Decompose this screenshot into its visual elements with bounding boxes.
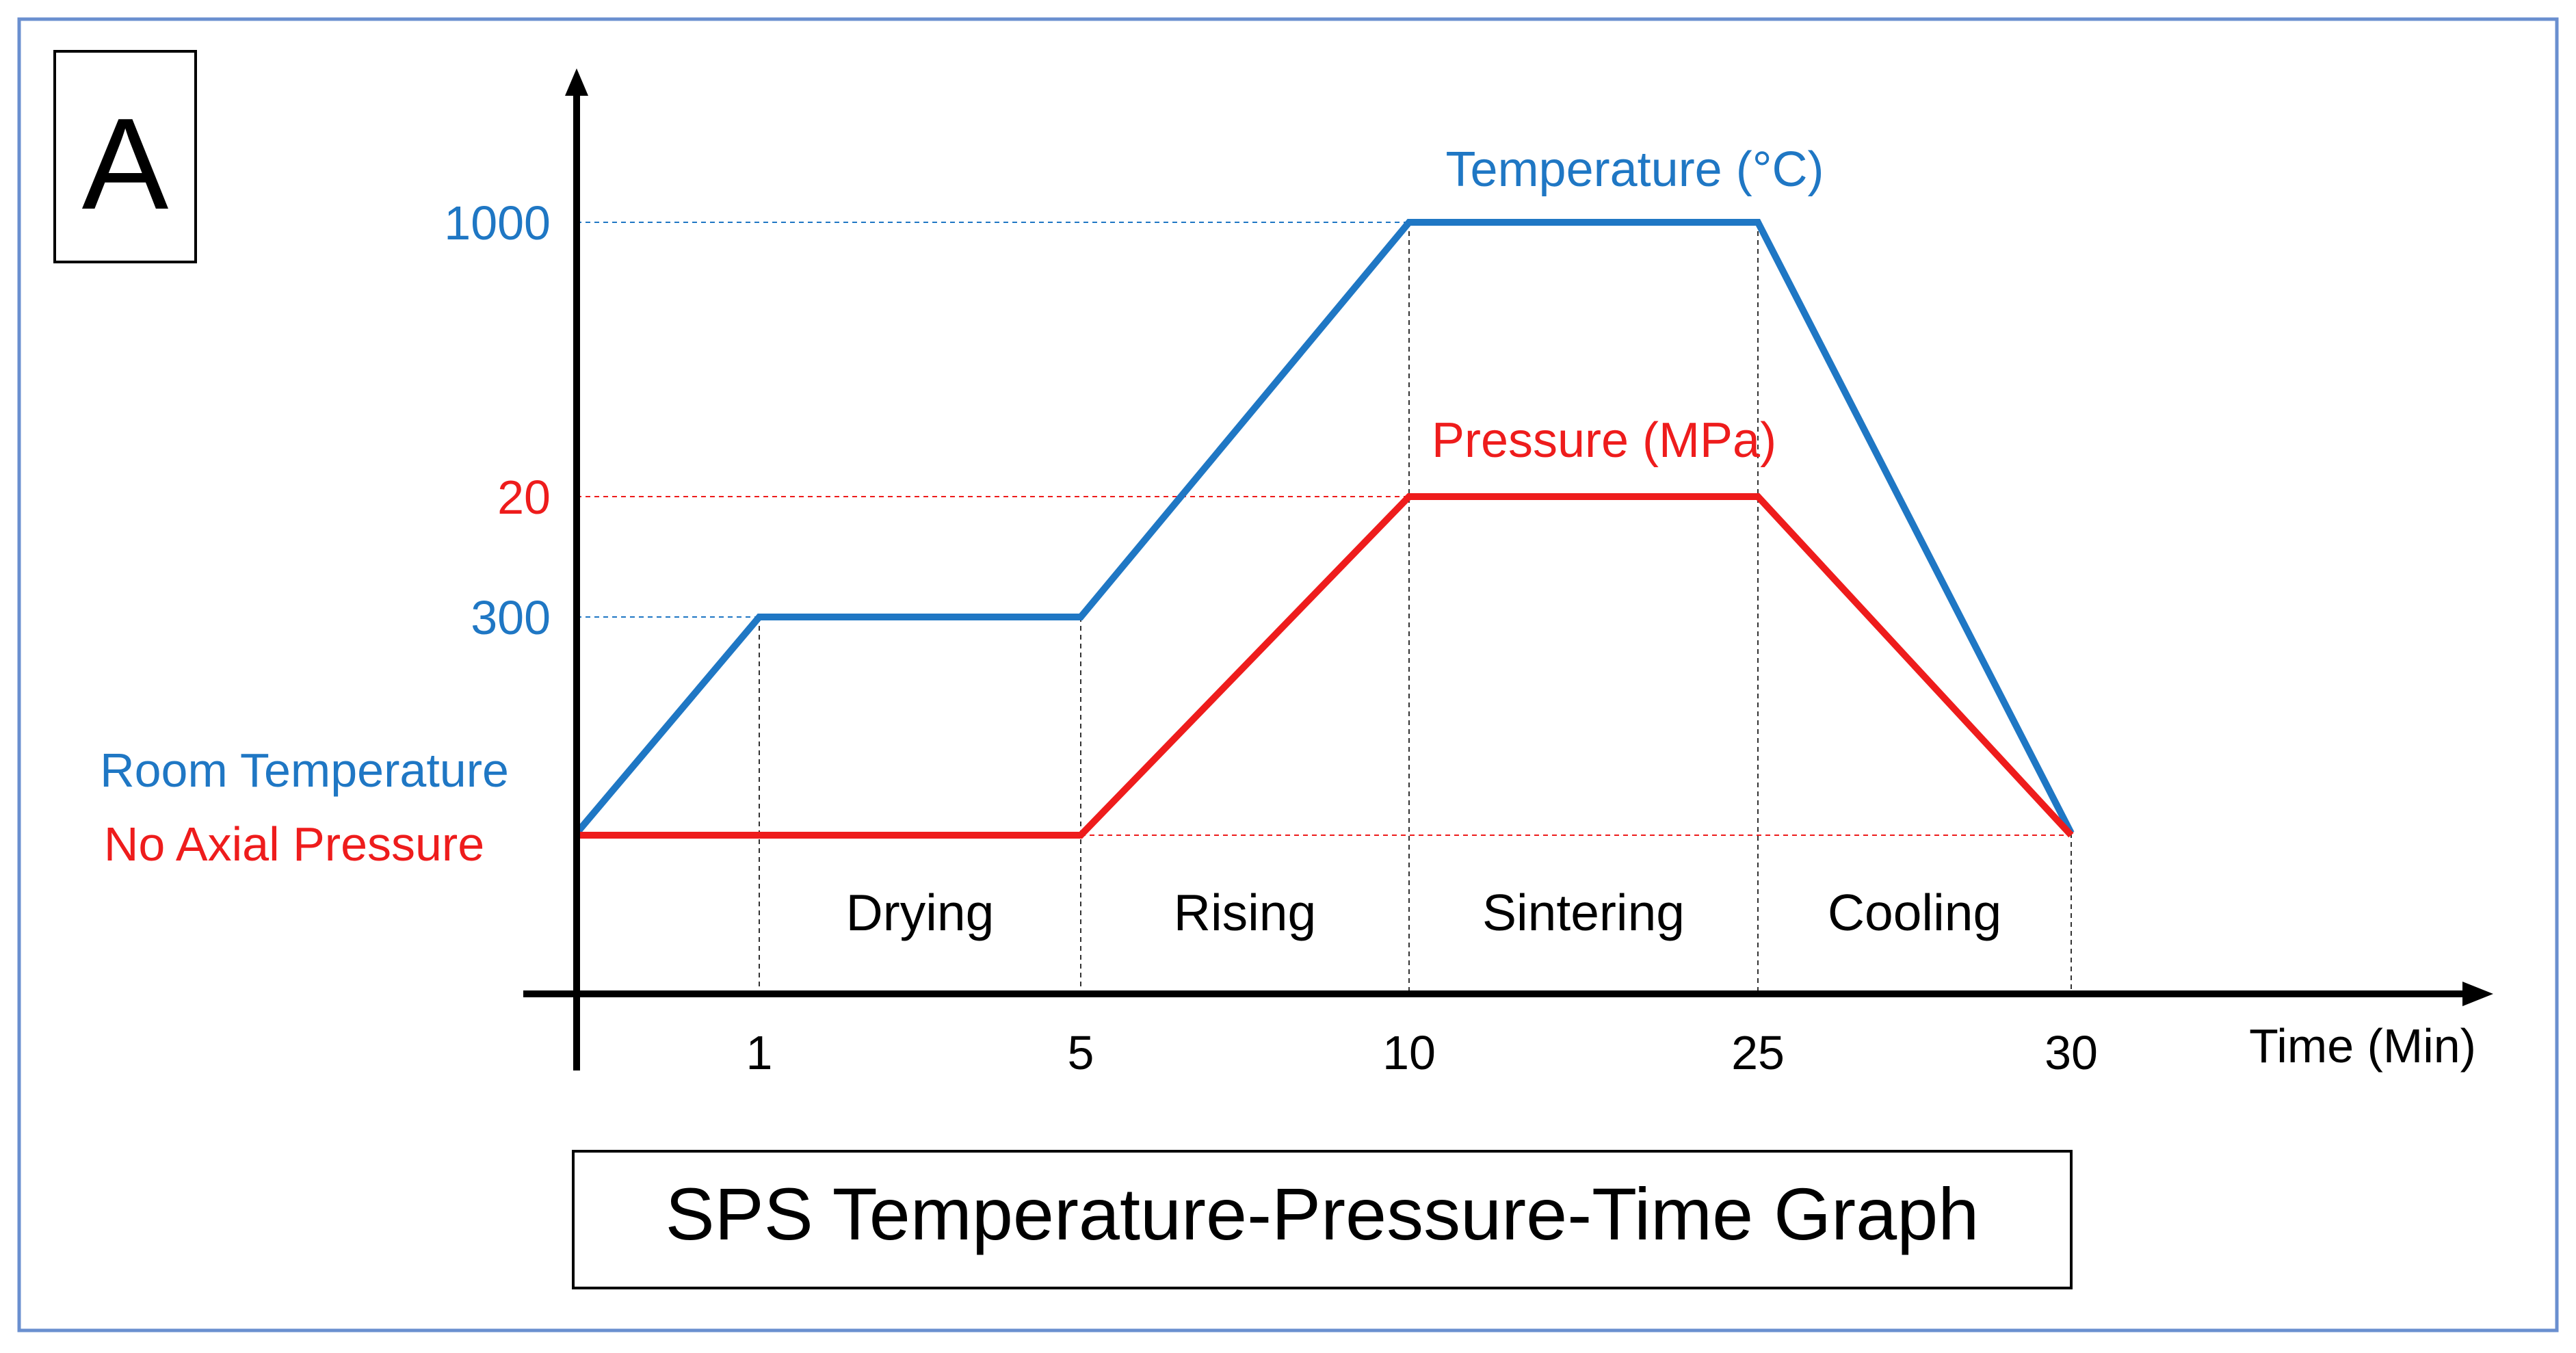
guide-lines <box>577 222 2072 994</box>
x-tick-label-10: 10 <box>1382 1026 1436 1079</box>
figure-frame <box>17 17 2559 1332</box>
x-tick-labels: 1 5 10 25 30 <box>746 1026 2098 1079</box>
series-lines <box>574 219 2075 839</box>
series-line-temperature <box>574 219 2075 836</box>
baseline-label-pressure: No Axial Pressure <box>104 817 484 871</box>
series-name-temperature: Temperature (°C) <box>1446 142 1824 197</box>
phase-label-cooling: Cooling <box>1828 884 2001 941</box>
title-box <box>572 1150 2073 1289</box>
x-tick-label-30: 30 <box>2045 1026 2098 1079</box>
series-line-pressure <box>577 493 2074 839</box>
panel-label: A <box>82 92 169 237</box>
phase-label-rising: Rising <box>1174 884 1316 941</box>
x-axis-arrow <box>2462 982 2493 1006</box>
y-axis-arrow <box>565 68 588 96</box>
y-tick-label-20: 20 <box>497 471 551 524</box>
phase-label-sintering: Sintering <box>1482 884 1685 941</box>
phase-labels: Drying Rising Sintering Cooling <box>846 884 2002 941</box>
phase-label-drying: Drying <box>846 884 995 941</box>
series-name-pressure: Pressure (MPa) <box>1432 413 1776 468</box>
x-tick-label-25: 25 <box>1731 1026 1785 1079</box>
y-tick-label-1000: 1000 <box>444 196 551 250</box>
x-tick-label-5: 5 <box>1068 1026 1094 1079</box>
baseline-labels: Room Temperature No Axial Pressure <box>100 744 509 871</box>
x-tick-label-1: 1 <box>746 1026 773 1079</box>
baseline-label-temperature: Room Temperature <box>100 744 509 797</box>
y-tick-label-300: 300 <box>471 591 551 644</box>
x-axis-label: Time (Min) <box>2249 1019 2476 1073</box>
panel-label-box <box>53 50 197 263</box>
chart-title: SPS Temperature-Pressure-Time Graph <box>666 1172 1980 1255</box>
series-labels: Temperature (°C) Pressure (MPa) <box>1432 142 1824 468</box>
y-tick-labels: 1000 20 300 <box>444 196 551 644</box>
